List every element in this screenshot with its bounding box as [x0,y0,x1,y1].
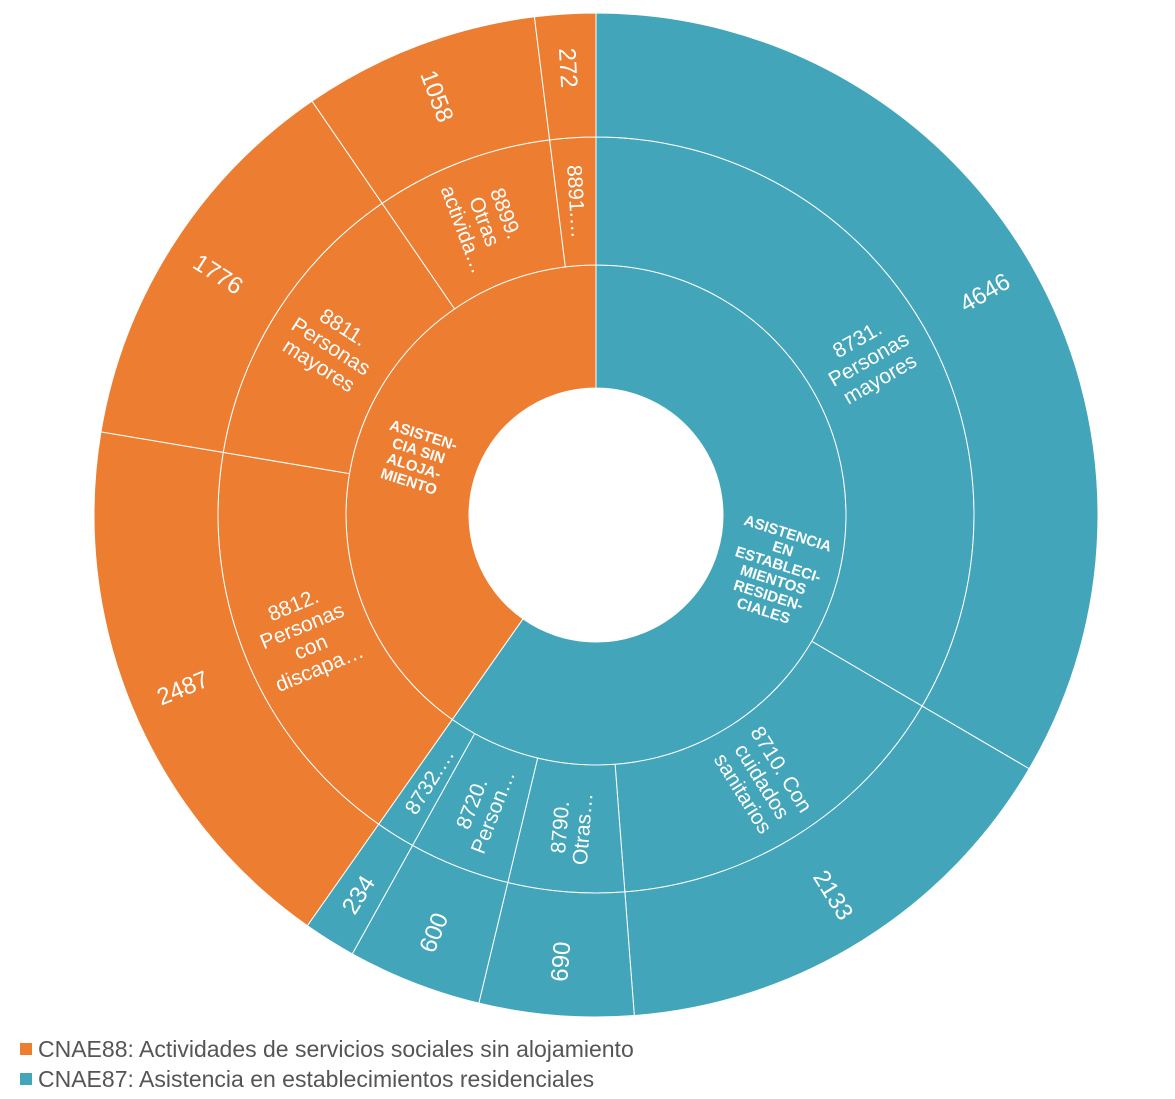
sub-label: 8731.Personasmayores [813,308,924,411]
value-label: 272 [553,47,582,89]
value-segment-8891[interactable] [533,12,597,141]
value-segment-8731-personas-mayores[interactable] [595,12,1099,770]
sub-label: 8891.… [562,164,589,239]
legend: CNAE88: Actividades de servicios sociale… [20,1034,634,1094]
value-label: 690 [546,941,576,983]
legend-swatch-teal [20,1073,32,1085]
legend-label: CNAE87: Asistencia en establecimientos r… [38,1065,595,1092]
group-label: ASISTEN-CIA SINALOJA-MIENTO [373,417,460,501]
value-segment-8812-personas-con-discap[interactable] [93,431,380,927]
sub-label: 8790.Otras… [546,790,597,866]
sunburst-chart: ASISTENCIAENESTABLECI-MIENTOSRESIDEN-CIA… [93,12,1099,1018]
legend-label: CNAE88: Actividades de servicios sociale… [38,1035,634,1062]
legend-swatch-orange [20,1043,32,1055]
legend-item-cnae88[interactable]: CNAE88: Actividades de servicios sociale… [20,1034,634,1064]
legend-item-cnae87[interactable]: CNAE87: Asistencia en establecimientos r… [20,1064,634,1094]
